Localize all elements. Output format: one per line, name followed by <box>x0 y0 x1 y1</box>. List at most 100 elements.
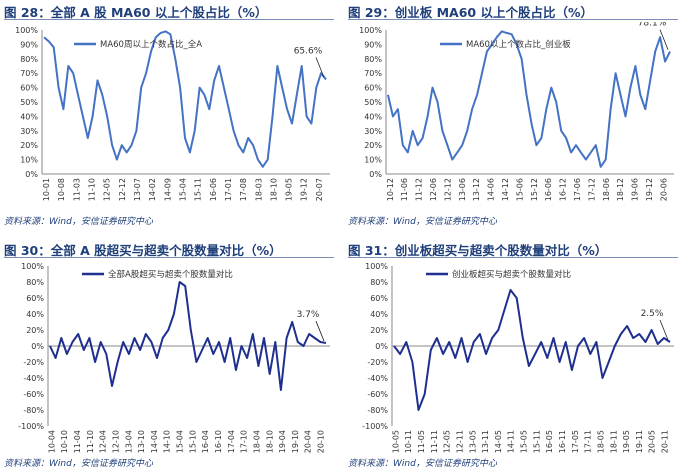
x-tick-label: 12-05 <box>103 178 112 201</box>
x-tick-label: 14-10 <box>163 430 172 453</box>
x-tick-label: 14-04 <box>150 430 159 453</box>
annotation-label: 3.7% <box>297 310 320 320</box>
y-tick-label: 30% <box>20 127 38 136</box>
x-tick-label: 10-10 <box>60 430 69 453</box>
x-tick-label: 12-05 <box>443 430 452 453</box>
x-tick-label: 11-11 <box>430 430 439 453</box>
x-tick-label: 11-10 <box>88 178 97 201</box>
x-tick-label: 11-05 <box>417 430 426 453</box>
x-tick-label: 14-12 <box>501 178 510 201</box>
x-tick-label: 18-12 <box>616 178 625 201</box>
y-tick-label: 0% <box>31 342 44 351</box>
y-tick-label: 20% <box>364 141 382 150</box>
x-tick-label: 18-06 <box>602 178 611 201</box>
x-tick-label: 10-04 <box>47 430 56 453</box>
x-tick-label: 14-02 <box>148 178 157 201</box>
y-tick-label: -40% <box>23 374 44 383</box>
y-tick-label: 60% <box>364 84 382 93</box>
x-tick-label: 19-10 <box>291 430 300 453</box>
y-tick-label: 70% <box>364 69 382 78</box>
x-tick-label: 18-11 <box>609 430 618 453</box>
x-tick-label: 10-01 <box>42 178 51 201</box>
y-tick-label: 60% <box>20 84 38 93</box>
x-tick-label: 16-10 <box>214 430 223 453</box>
chart-panel-4: 图 31：创业板超买与超卖个股数量对比（%） -100% -80% -60% -40%… <box>348 240 682 472</box>
x-tick-label: 20-10 <box>317 430 326 453</box>
annotation-leader <box>315 57 325 78</box>
x-tick-label: 16-12 <box>559 178 568 201</box>
series-line <box>387 30 671 168</box>
y-tick-label: 20% <box>370 326 388 335</box>
x-tick-label: 13-10 <box>137 430 146 453</box>
chart-title-2: 图 29：创业板 MA60 以上个股占比（%） <box>348 2 678 21</box>
y-tick-label: 40% <box>26 310 44 319</box>
x-tick-label: 15-04 <box>178 178 187 201</box>
x-tick-label: 20-07 <box>315 178 324 201</box>
y-tick-label: 80% <box>364 55 382 64</box>
x-tick-label: 12-12 <box>118 178 127 201</box>
x-tick-label: 19-05 <box>622 430 631 453</box>
y-tick-label: 30% <box>364 127 382 136</box>
annotation-label: 65.6% <box>294 47 323 57</box>
annotation-leader <box>315 320 325 342</box>
y-tick-label: 20% <box>26 326 44 335</box>
annotation-label: 2.5% <box>641 309 664 319</box>
chart-panel-2: 图 29：创业板 MA60 以上个股占比（%） 0% 10% 20% 30% 40% 50… <box>348 2 682 232</box>
chart-panel-3: 图 30：全部 A 股超买与超卖个股数量对比（%） -100% -80% -60% -… <box>4 240 338 472</box>
x-tick-label: 14-11 <box>507 430 516 453</box>
x-tick-label: 18-10 <box>269 178 278 201</box>
x-tick-label: 15-06 <box>515 178 524 201</box>
y-tick-label: 100% <box>365 262 388 271</box>
legend-label: MA60周以上个数占比_全A <box>100 39 202 50</box>
x-tick-label: 12-06 <box>429 178 438 201</box>
source-note-3: 资料来源：Wind，安信证券研究中心 <box>4 459 153 469</box>
source-note-2: 资料来源：Wind，安信证券研究中心 <box>348 217 497 227</box>
x-tick-label: 10-08 <box>57 178 66 201</box>
x-tick-label: 16-06 <box>544 178 553 201</box>
x-tick-label: 15-11 <box>532 430 541 453</box>
x-tick-label: 19-04 <box>278 430 287 453</box>
y-tick-label: -100% <box>18 422 44 431</box>
chart-title-3: 图 30：全部 A 股超买与超卖个股数量对比（%） <box>4 240 334 259</box>
x-tick-label: 15-04 <box>176 430 185 453</box>
x-tick-label: 13-06 <box>458 178 467 201</box>
x-tick-label: 19-12 <box>300 178 309 201</box>
y-tick-label: 90% <box>20 40 38 49</box>
chart-1: 0% 10% 20% 30% 40% 50% 60% 70% 80% 90% 100% 10-01 10… <box>15 26 330 201</box>
x-tick-label: 10-05 <box>391 430 400 453</box>
x-tick-label: 18-04 <box>252 430 261 453</box>
y-tick-label: 100% <box>15 26 38 35</box>
y-tick-label: 60% <box>370 294 388 303</box>
x-tick-label: 20-04 <box>304 430 313 453</box>
y-tick-label: -20% <box>367 358 388 367</box>
y-tick-label: 10% <box>20 156 38 165</box>
y-tick-label: 70% <box>20 69 38 78</box>
y-tick-label: 80% <box>26 278 44 287</box>
x-tick-label: 11-12 <box>415 178 424 201</box>
y-tick-label: -40% <box>367 374 388 383</box>
y-tick-label: 40% <box>364 112 382 121</box>
x-tick-label: 17-08 <box>239 178 248 201</box>
x-tick-label: 13-11 <box>481 430 490 453</box>
x-tick-label: 12-04 <box>99 430 108 453</box>
x-tick-label: 19-11 <box>635 430 644 453</box>
annotation-leader <box>659 319 669 341</box>
chart-title-1: 图 28：全部 A 股 MA60 以上个股占比（%） <box>4 2 334 21</box>
y-tick-label: 0% <box>25 170 38 179</box>
chart-panel-1: 图 28：全部 A 股 MA60 以上个股占比（%） 0% 10% 20% 30% 40… <box>4 2 338 232</box>
y-tick-label: 50% <box>20 98 38 107</box>
x-tick-label: 11-03 <box>72 178 81 201</box>
x-tick-label: 11-10 <box>86 430 95 453</box>
y-tick-label: 80% <box>20 55 38 64</box>
y-tick-label: -80% <box>23 406 44 415</box>
x-tick-label: 17-05 <box>571 430 580 453</box>
legend-label: 创业板超买与超卖个股数量对比 <box>452 269 571 280</box>
legend-label: 全部A股超买与超卖个股数量对比 <box>108 269 233 280</box>
y-tick-label: 100% <box>21 262 44 271</box>
y-tick-label: -100% <box>362 422 388 431</box>
x-tick-label: 17-11 <box>584 430 593 453</box>
x-tick-label: 19-06 <box>631 178 640 201</box>
source-note-1: 资料来源：Wind，安信证券研究中心 <box>4 217 153 227</box>
x-tick-label: 16-04 <box>201 430 210 453</box>
y-tick-label: 40% <box>370 310 388 319</box>
